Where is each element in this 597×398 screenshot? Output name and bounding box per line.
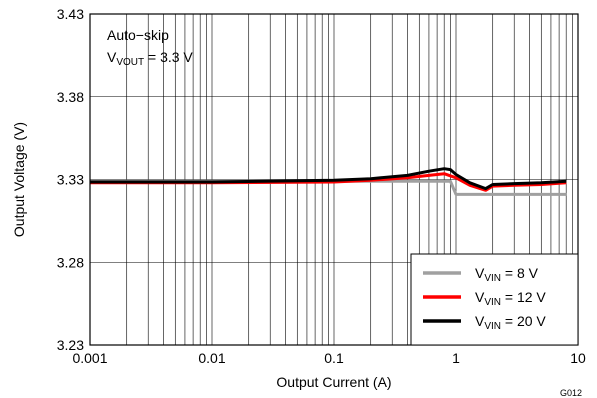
series-lines — [90, 167, 567, 196]
tick-labels: 0.001 0.01 0.1 1 10 3.23 3.28 3.33 3.38 3.43 — [57, 6, 586, 366]
legend-label-subscript: VIN — [484, 273, 501, 284]
legend-label-2: VVIN = 12 V — [475, 289, 546, 308]
series-line-3 — [90, 167, 567, 191]
x-axis-label: Output Current (A) — [276, 374, 391, 390]
legend-label-prefix: V — [475, 289, 485, 305]
legend-label-subscript: VIN — [484, 321, 501, 332]
legend-label-value: = 20 V — [501, 313, 546, 329]
y-tick-label: 3.28 — [57, 254, 84, 270]
legend-label-prefix: V — [475, 265, 485, 281]
figure-id: G012 — [560, 388, 582, 398]
x-tick-label: 1 — [452, 350, 460, 366]
legend-label-value: = 12 V — [501, 289, 546, 305]
y-tick-label: 3.38 — [57, 89, 84, 105]
annotation-vout-prefix: V — [107, 49, 117, 65]
legend-label-3: VVIN = 20 V — [475, 313, 546, 332]
annotation-vout-subscript: VOUT — [116, 57, 144, 68]
legend-label-subscript: VIN — [484, 297, 501, 308]
x-tick-label: 0.01 — [198, 350, 225, 366]
legend-label-1: VVIN = 8 V — [475, 265, 539, 284]
x-tick-label: 0.1 — [324, 350, 344, 366]
annotation: Auto−skip VVOUT = 3.3 V — [107, 27, 193, 68]
legend-label-prefix: V — [475, 313, 485, 329]
y-axis-label: Output Voltage (V) — [11, 122, 27, 237]
legend-box — [410, 253, 579, 346]
y-tick-label: 3.33 — [57, 172, 84, 188]
y-tick-label: 3.43 — [57, 6, 84, 22]
x-tick-label: 10 — [570, 350, 586, 366]
legend-label-value: = 8 V — [501, 265, 539, 281]
annotation-vout-value: = 3.3 V — [144, 49, 193, 65]
x-tick-label: 0.001 — [72, 350, 107, 366]
series-line-2 — [90, 172, 567, 192]
plot-frame — [89, 13, 579, 346]
annotation-mode: Auto−skip — [107, 27, 169, 43]
y-tick-label: 3.23 — [57, 337, 84, 353]
annotation-vout: VVOUT = 3.3 V — [107, 49, 193, 68]
